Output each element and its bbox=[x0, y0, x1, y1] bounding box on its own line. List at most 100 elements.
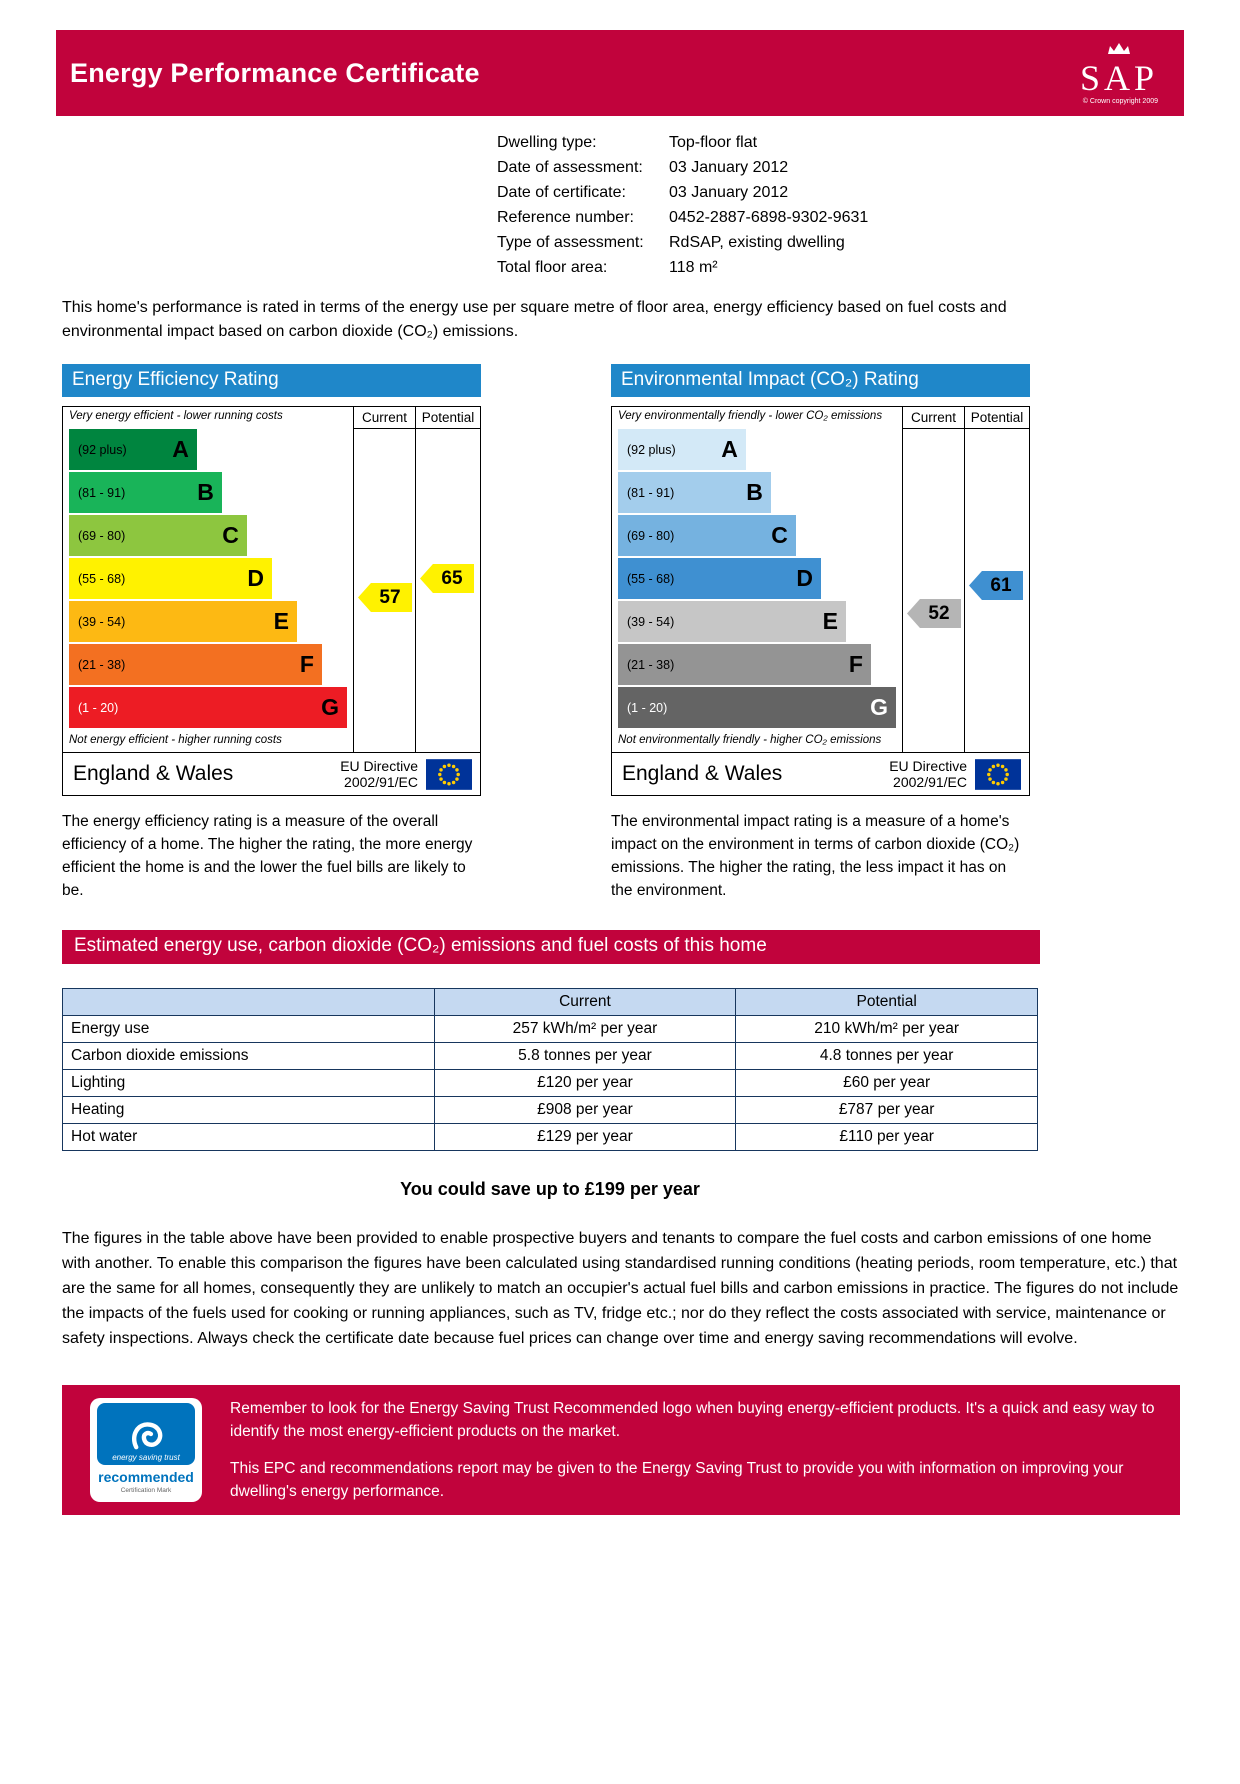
property-value: 03 January 2012 bbox=[669, 159, 789, 176]
crown-icon bbox=[1106, 42, 1132, 59]
band-range: (21 - 38) bbox=[627, 657, 675, 672]
band-range: (21 - 38) bbox=[78, 657, 126, 672]
band-range: (55 - 68) bbox=[627, 571, 675, 586]
sap-logo-caption: © Crown copyright 2009 bbox=[1082, 97, 1158, 105]
row-current: £120 per year bbox=[433, 1069, 737, 1097]
est-swirl-icon bbox=[131, 1422, 163, 1450]
energy-chart-title: Energy Efficiency Rating bbox=[62, 364, 481, 397]
est-recommended-label: recommended bbox=[98, 1469, 194, 1485]
band-letter: E bbox=[273, 608, 289, 634]
band-letter: C bbox=[222, 522, 239, 548]
figures-note: The figures in the table above have been… bbox=[62, 1230, 1179, 1347]
costs-banner: Estimated energy use, carbon dioxide (CO… bbox=[62, 930, 1040, 964]
energy-top-note: Very energy efficient - lower running co… bbox=[69, 410, 283, 422]
band-range: (39 - 54) bbox=[78, 614, 126, 629]
energy-saving-trust-logo: energy saving trust recommended Certific… bbox=[90, 1398, 202, 1502]
band-d: (55 - 68) D bbox=[618, 558, 821, 599]
row-label: Energy use bbox=[62, 1015, 435, 1043]
band-letter: C bbox=[771, 522, 788, 548]
property-value: 03 January 2012 bbox=[669, 184, 789, 201]
environmental-bottom-note: Not environmentally friendly - higher CO… bbox=[618, 734, 882, 746]
environmental-current-header: Current bbox=[903, 407, 964, 429]
band-letter: D bbox=[796, 565, 813, 591]
band-g: (1 - 20) G bbox=[618, 687, 896, 728]
table-row: Hot water £129 per year £110 per year bbox=[62, 1123, 1038, 1151]
energy-current-header: Current bbox=[354, 407, 415, 429]
eu-directive: EU Directive 2002/91/EC bbox=[340, 758, 418, 790]
band-a: (92 plus) A bbox=[69, 429, 197, 470]
band-letter: G bbox=[870, 694, 888, 720]
environmental-chart-footer: England & Wales EU Directive 2002/91/EC bbox=[612, 752, 1029, 795]
energy-potential-header: Potential bbox=[416, 407, 480, 429]
footer-paragraph-1: Remember to look for the Energy Saving T… bbox=[230, 1400, 1155, 1440]
row-label: Hot water bbox=[62, 1123, 435, 1151]
row-current: 5.8 tonnes per year bbox=[433, 1042, 737, 1070]
band-letter: F bbox=[848, 651, 863, 677]
band-range: (55 - 68) bbox=[78, 571, 126, 586]
row-potential: £110 per year bbox=[735, 1123, 1038, 1151]
energy-explanation: The energy efficiency rating is a measur… bbox=[62, 813, 473, 899]
est-caption: Certification Mark bbox=[120, 1487, 172, 1494]
costs-table: Current Potential Energy use 257 kWh/m² p… bbox=[62, 988, 1038, 1151]
environmental-current-arrow: 52 bbox=[907, 599, 961, 628]
band-a: (92 plus) A bbox=[618, 429, 746, 470]
property-label: Dwelling type: bbox=[497, 134, 597, 151]
band-c: (69 - 80) C bbox=[69, 515, 247, 556]
band-f: (21 - 38) F bbox=[618, 644, 871, 685]
property-label: Date of certificate: bbox=[497, 184, 626, 201]
property-row: Type of assessment: RdSAP, existing dwell… bbox=[497, 230, 1240, 255]
page-title: Energy Performance Certificate bbox=[70, 57, 480, 88]
property-row: Date of assessment: 03 January 2012 bbox=[497, 155, 1240, 180]
band-letter: F bbox=[299, 651, 314, 677]
chart-explanations: The energy efficiency rating is a measur… bbox=[62, 810, 1178, 902]
eu-flag-icon bbox=[975, 758, 1021, 790]
property-row: Reference number: 0452-2887-6898-9302-963… bbox=[497, 205, 1240, 230]
sap-logo-text: SAP bbox=[1079, 57, 1158, 98]
band-range: (69 - 80) bbox=[78, 528, 126, 543]
environmental-top-note: Very environmentally friendly - lower CO… bbox=[618, 410, 883, 422]
band-range: (81 - 91) bbox=[627, 485, 675, 500]
property-label: Reference number: bbox=[497, 209, 634, 226]
environmental-potential-arrow: 61 bbox=[969, 571, 1023, 600]
epc-page: Energy Performance Certificate SAP © Cro… bbox=[0, 30, 1240, 1515]
table-row: Energy use 257 kWh/m² per year 210 kWh/m² … bbox=[62, 1015, 1038, 1043]
band-range: (39 - 54) bbox=[627, 614, 675, 629]
property-value: 0452-2887-6898-9302-9631 bbox=[669, 209, 869, 226]
band-letter: B bbox=[746, 479, 763, 505]
eu-directive: EU Directive 2002/91/EC bbox=[889, 758, 967, 790]
row-current: £129 per year bbox=[433, 1123, 737, 1151]
energy-bands: (92 plus) A (81 - 91) B (69 - 80) C (55 - 6… bbox=[63, 427, 353, 730]
region-label: England & Wales bbox=[622, 762, 783, 785]
est-logo-badge: energy saving trust bbox=[97, 1403, 195, 1465]
band-range: (81 - 91) bbox=[78, 485, 126, 500]
band-b: (81 - 91) B bbox=[69, 472, 222, 513]
band-g: (1 - 20) G bbox=[69, 687, 347, 728]
property-value: Top-floor flat bbox=[669, 134, 758, 151]
property-label: Type of assessment: bbox=[497, 234, 644, 251]
band-letter: G bbox=[321, 694, 339, 720]
band-f: (21 - 38) F bbox=[69, 644, 322, 685]
region-label: England & Wales bbox=[73, 762, 234, 785]
footer-banner: energy saving trust recommended Certific… bbox=[62, 1385, 1180, 1515]
band-e: (39 - 54) E bbox=[69, 601, 297, 642]
row-potential: 4.8 tonnes per year bbox=[735, 1042, 1038, 1070]
save-text: You could save up to £199 per year bbox=[400, 1179, 700, 1199]
table-header-current: Current bbox=[433, 988, 737, 1016]
row-potential: 210 kWh/m² per year bbox=[735, 1015, 1038, 1043]
footer-paragraph-2: This EPC and recommendations report may … bbox=[230, 1460, 1124, 1500]
energy-potential-arrow: 65 bbox=[420, 564, 474, 593]
environmental-explanation: The environmental impact rating is a mea… bbox=[611, 813, 1020, 899]
row-label: Carbon dioxide emissions bbox=[62, 1042, 435, 1070]
energy-chart-footer: England & Wales EU Directive 2002/91/EC bbox=[63, 752, 480, 795]
property-label: Date of assessment: bbox=[497, 159, 643, 176]
eu-flag-icon bbox=[426, 758, 472, 790]
sap-logo: SAP © Crown copyright 2009 bbox=[1080, 42, 1158, 105]
row-label: Lighting bbox=[62, 1069, 435, 1097]
band-range: (1 - 20) bbox=[78, 700, 119, 715]
environmental-chart-title: Environmental Impact (CO₂) Rating bbox=[611, 364, 1030, 397]
band-c: (69 - 80) C bbox=[618, 515, 796, 556]
energy-potential-value: 65 bbox=[441, 567, 463, 589]
band-d: (55 - 68) D bbox=[69, 558, 272, 599]
footer-banner-text: Remember to look for the Energy Saving T… bbox=[230, 1397, 1162, 1503]
band-letter: A bbox=[721, 436, 738, 462]
